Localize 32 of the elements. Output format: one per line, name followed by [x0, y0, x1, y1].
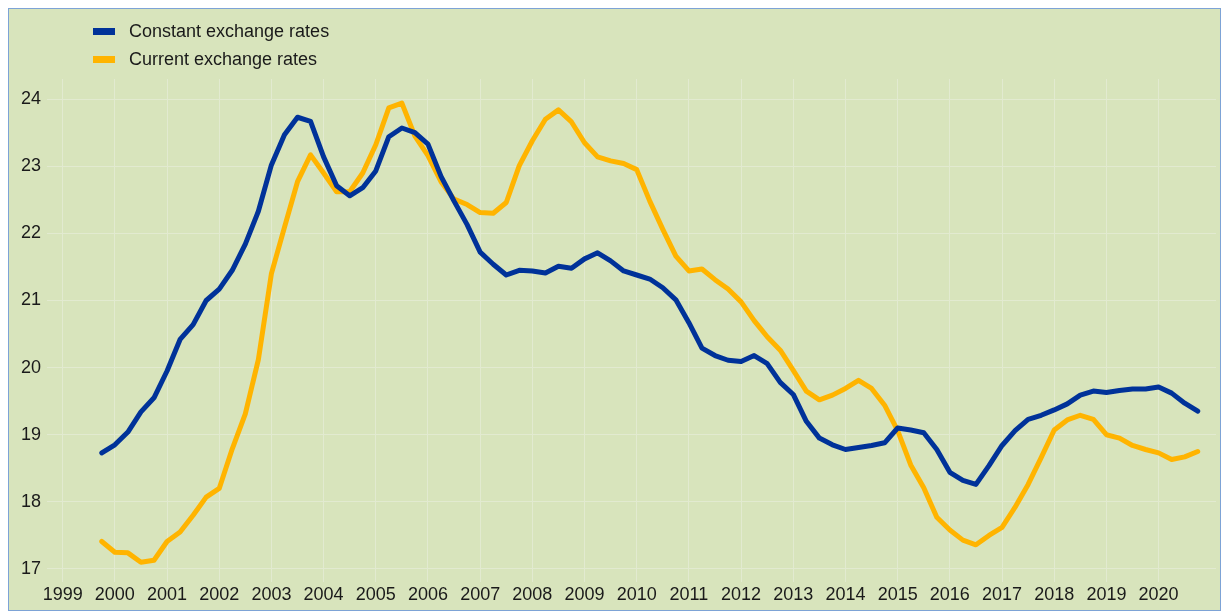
- y-tick-label: 17: [20, 557, 41, 578]
- legend-label: Constant exchange rates: [129, 20, 330, 42]
- x-tick-label: 2001: [147, 584, 188, 605]
- x-tick-label: 2009: [564, 584, 605, 605]
- x-tick-label: 2020: [1138, 584, 1179, 605]
- x-tick-label: 2014: [825, 584, 866, 605]
- x-tick-label: 2016: [929, 584, 970, 605]
- x-tick-label: 2002: [199, 584, 240, 605]
- x-tick-label: 2011: [669, 584, 709, 605]
- y-tick-label: 22: [20, 222, 41, 243]
- x-tick-label: 2019: [1086, 584, 1127, 605]
- x-tick-label: 2012: [721, 584, 762, 605]
- x-tick-label: 2013: [773, 584, 814, 605]
- x-tick-label: 2017: [982, 584, 1023, 605]
- y-tick-label: 23: [20, 155, 41, 176]
- x-tick-label: 2000: [94, 584, 135, 605]
- x-tick-label: 2004: [303, 584, 344, 605]
- x-tick-label: 2010: [616, 584, 657, 605]
- x-tick-label: 2006: [407, 584, 448, 605]
- legend-label: Current exchange rates: [129, 48, 318, 70]
- y-tick-label: 19: [20, 423, 41, 444]
- x-tick-label: 2003: [251, 584, 292, 605]
- y-tick-label: 21: [20, 289, 41, 310]
- y-tick-label: 24: [20, 88, 41, 109]
- x-tick-label: 1999: [42, 584, 83, 605]
- y-tick-label: 18: [20, 490, 41, 511]
- x-tick-label: 2008: [512, 584, 553, 605]
- x-tick-label: 2005: [355, 584, 396, 605]
- x-tick-label: 2015: [877, 584, 918, 605]
- x-tick-label: 2007: [460, 584, 501, 605]
- y-tick-label: 20: [20, 356, 41, 377]
- x-tick-label: 2018: [1034, 584, 1075, 605]
